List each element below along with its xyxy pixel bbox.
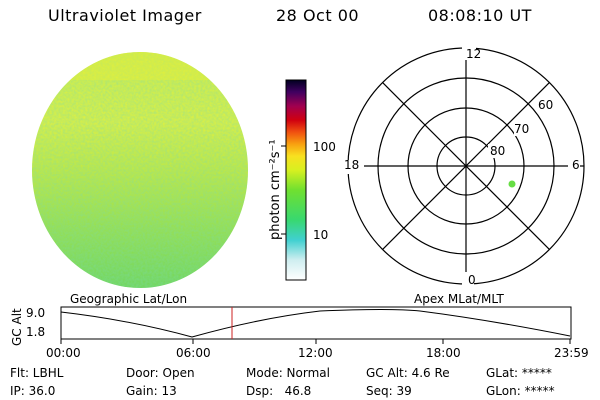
mlt-6-label: 6 — [572, 158, 580, 172]
colorbar — [281, 79, 307, 281]
gain-info: Gain: 13 — [126, 384, 177, 398]
gc-alt-axis-label: GC Alt — [10, 308, 24, 346]
time-tick-1: 06:00 — [176, 346, 211, 360]
uv-image — [32, 52, 248, 288]
door-info: Door: Open — [126, 366, 195, 380]
ip-info: IP: 36.0 — [10, 384, 56, 398]
time-tick-2: 12:00 — [298, 346, 333, 360]
time-tick-0: 00:00 — [46, 346, 81, 360]
colorbar-tick-100: 100 — [313, 140, 336, 154]
dsp-info: Dsp: 46.8 — [246, 384, 312, 398]
uv-disc — [32, 52, 248, 288]
lat-80-label: 80 — [490, 144, 506, 158]
colorbar-tick-10: 10 — [313, 228, 329, 242]
apex-label: Apex MLat/MLT — [414, 292, 504, 306]
gc-alt-info: GC Alt: 4.6 Re — [366, 366, 450, 380]
altitude-timeline — [60, 306, 572, 344]
glat-info: GLat: ***** — [486, 366, 552, 380]
geographic-label: Geographic Lat/Lon — [70, 292, 188, 306]
date-label: 28 Oct 00 — [276, 6, 360, 25]
alt-max-label: 9.0 — [26, 306, 46, 320]
lat-60-label: 60 — [538, 98, 554, 112]
alt-min-label: 1.8 — [26, 325, 46, 339]
mlt-0-label: 0 — [468, 273, 476, 287]
time-tick-4: 23:59 — [554, 346, 589, 360]
polar-plot — [342, 46, 585, 286]
seq-info: Seq: 39 — [366, 384, 412, 398]
mode-info: Mode: Normal — [246, 366, 330, 380]
app-title: Ultraviolet Imager — [48, 6, 202, 25]
mlt-12-label: 12 — [466, 47, 482, 61]
time-label: 08:08:10 UT — [428, 6, 532, 25]
colorbar-unit-label: photon cm⁻²s⁻¹ — [268, 139, 283, 240]
mlt-18-label: 18 — [344, 158, 360, 172]
filter-info: Flt: LBHL — [10, 366, 64, 380]
polar-data-point — [508, 180, 516, 188]
glon-info: GLon: ***** — [486, 384, 555, 398]
time-tick-3: 18:00 — [426, 346, 461, 360]
lat-70-label: 70 — [514, 122, 530, 136]
